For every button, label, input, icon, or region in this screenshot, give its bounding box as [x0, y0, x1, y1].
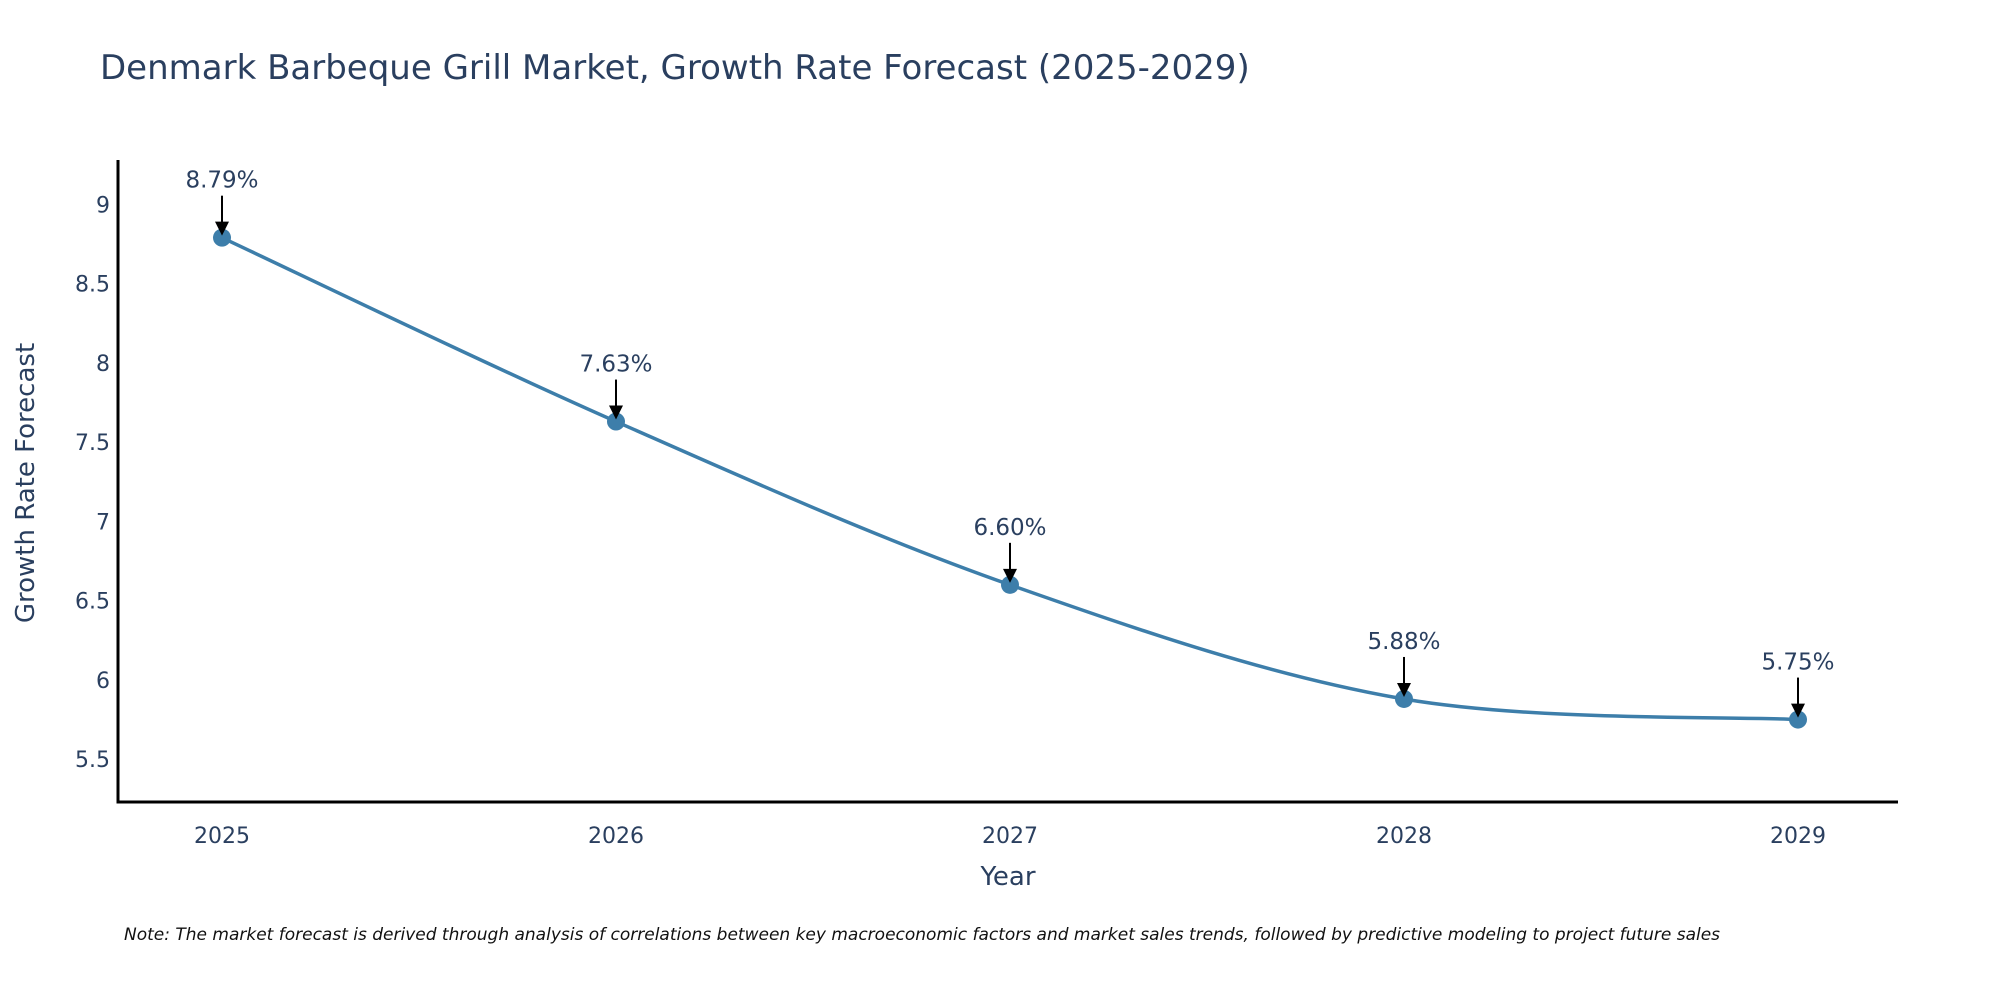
x-axis-ticks: 2025 2026 2027 2028 2029 — [194, 824, 1826, 849]
data-label: 6.60% — [973, 515, 1046, 541]
data-annotation: 5.88% — [1367, 629, 1441, 697]
y-tick-label: 6.5 — [75, 590, 110, 615]
x-tick-label: 2027 — [982, 824, 1038, 849]
data-label: 5.75% — [1761, 650, 1834, 676]
arrow-head-icon — [215, 221, 229, 236]
chart-title: Denmark Barbeque Grill Market, Growth Ra… — [100, 48, 1250, 88]
data-point[interactable] — [1789, 710, 1807, 729]
x-tick-label: 2028 — [1376, 824, 1432, 849]
data-annotation: 8.79% — [185, 168, 259, 236]
data-point[interactable] — [1001, 575, 1019, 594]
data-annotation: 5.75% — [1761, 650, 1835, 718]
x-tick-label: 2029 — [1770, 824, 1826, 849]
data-point[interactable] — [1395, 689, 1413, 708]
data-label: 8.79% — [185, 168, 258, 194]
y-tick-label: 5.5 — [75, 748, 110, 773]
arrow-head-icon — [1791, 703, 1805, 718]
footnote: Note: The market forecast is derived thr… — [124, 925, 1720, 945]
y-tick-label: 7.5 — [75, 431, 110, 456]
y-axis-ticks: 5.5 6 6.5 7 7.5 8 8.5 9 — [75, 193, 110, 773]
series-markers — [213, 228, 1807, 729]
x-tick-label: 2025 — [194, 824, 250, 849]
arrow-head-icon — [1003, 568, 1017, 583]
data-label: 7.63% — [579, 352, 652, 378]
y-axis-title: Growth Rate Forecast — [11, 343, 41, 623]
series-line — [221, 236, 1799, 722]
plot-area: 5.5 6 6.5 7 7.5 8 8.5 9 2025 2026 2027 2028 2029 8.… — [75, 160, 1898, 849]
y-tick-label: 7 — [96, 510, 110, 535]
arrow-head-icon — [1397, 682, 1411, 697]
x-tick-label: 2026 — [588, 824, 644, 849]
arrow-head-icon — [609, 405, 623, 420]
data-annotation: 6.60% — [973, 515, 1047, 583]
x-axis-title: Year — [979, 862, 1035, 892]
data-label: 5.88% — [1367, 629, 1440, 655]
data-annotations: 8.79% 7.63% 6.60% 5.88% 5.75% — [185, 168, 1835, 718]
data-point[interactable] — [213, 228, 231, 247]
y-tick-label: 8.5 — [75, 273, 110, 298]
y-tick-label: 9 — [96, 193, 110, 218]
y-tick-label: 8 — [96, 352, 110, 377]
data-point[interactable] — [607, 412, 625, 431]
y-tick-label: 6 — [96, 669, 110, 694]
data-annotation: 7.63% — [579, 352, 653, 420]
